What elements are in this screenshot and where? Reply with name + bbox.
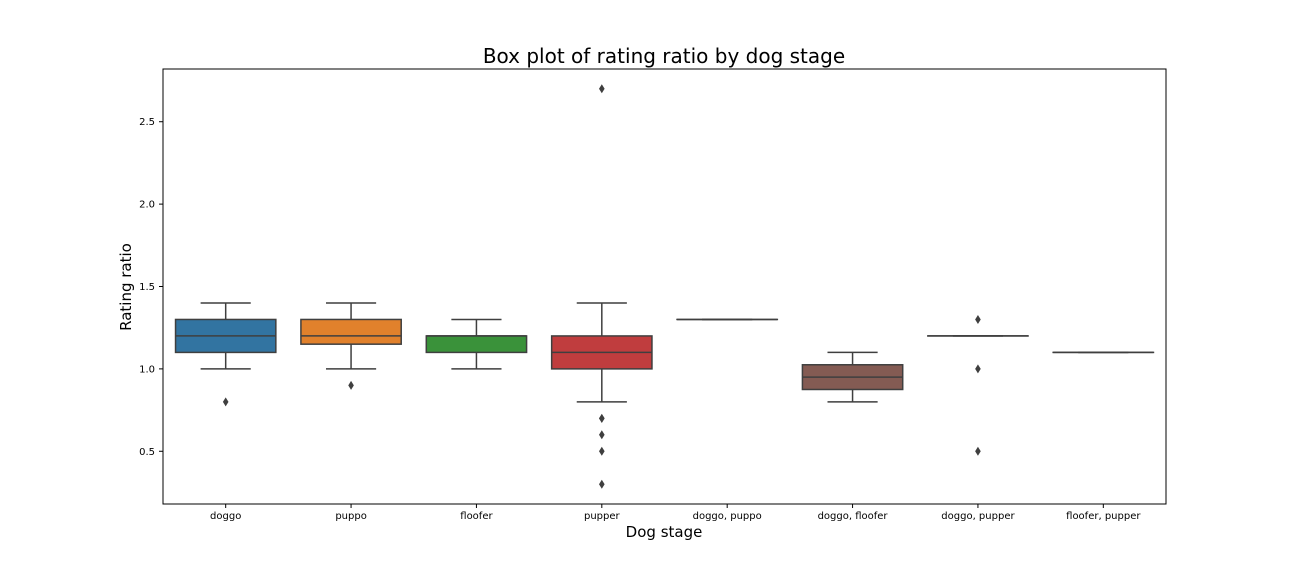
x-axis-label: Dog stage [626, 523, 703, 541]
plot-frame [162, 68, 1167, 505]
x-tick-label: floofer [460, 511, 493, 522]
y-tick-label: 2.0 [139, 200, 155, 211]
box-group [927, 314, 1029, 456]
outlier-point [222, 397, 229, 407]
outlier-point [975, 364, 981, 374]
x-tick-label: doggo, puppo [693, 511, 762, 522]
outlier-point [348, 380, 354, 390]
box-group [300, 302, 402, 390]
y-tick-label: 1.5 [139, 282, 155, 293]
box-group [425, 318, 528, 370]
y-axis: 0.5 1.0 1.5 2.0 2.5 [139, 117, 163, 458]
x-tick-label: puppo [335, 511, 367, 522]
outlier-point [975, 314, 981, 324]
x-tick-label: doggo, pupper [941, 511, 1015, 522]
outlier-point [599, 413, 605, 423]
box-iqr [425, 335, 528, 354]
x-tick-label: pupper [584, 511, 621, 522]
x-axis: doggo puppo floofer pupper doggo, puppo doggo… [210, 504, 1141, 522]
outlier-point [975, 446, 981, 456]
x-tick-label: floofer, pupper [1066, 511, 1141, 522]
y-tick-label: 0.5 [139, 447, 155, 458]
outlier-point [599, 479, 605, 489]
y-tick-label: 2.5 [139, 117, 155, 128]
chart-title: Box plot of rating ratio by dog stage [483, 44, 845, 68]
box-group [174, 302, 277, 407]
outlier-point [599, 84, 605, 94]
box-group [550, 84, 653, 489]
outlier-point [599, 446, 605, 456]
y-tick-label: 1.0 [139, 364, 155, 375]
y-axis-label: Rating ratio [117, 243, 135, 331]
outlier-point [599, 430, 605, 440]
x-tick-label: doggo, floofer [818, 511, 889, 522]
plot-marks [174, 84, 1155, 489]
box-group [801, 351, 904, 403]
x-tick-label: doggo [210, 511, 241, 522]
box-iqr [300, 318, 402, 345]
